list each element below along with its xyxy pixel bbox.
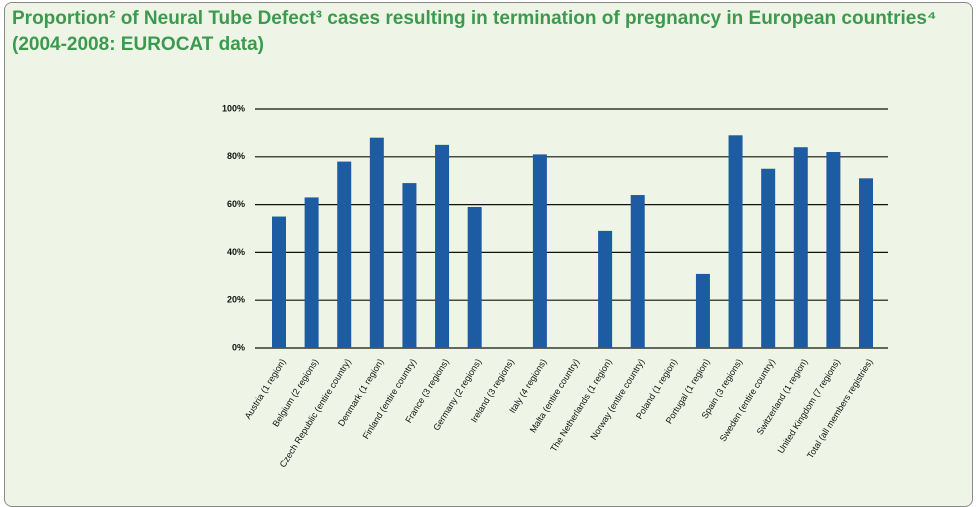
bar: [402, 183, 417, 348]
bar: [337, 161, 352, 348]
y-tick-label: 20%: [227, 295, 245, 305]
bar: [728, 135, 743, 348]
bar: [467, 206, 482, 348]
y-tick-label: 80%: [227, 151, 245, 161]
y-tick-label: 100%: [222, 103, 245, 113]
x-tick-label: Total (all members registries): [805, 357, 875, 460]
bar: [793, 147, 808, 348]
y-tick-label: 40%: [227, 247, 245, 257]
panel: [4, 2, 973, 507]
bar: [598, 230, 613, 348]
bar: [761, 168, 776, 348]
bar: [369, 137, 384, 348]
bar: [695, 273, 710, 348]
y-tick-label: 60%: [227, 199, 245, 209]
bar: [859, 178, 873, 348]
bar: [304, 197, 319, 348]
chart-title: Proportion² of Neural Tube Defect³ cases…: [12, 8, 937, 55]
bar: [826, 152, 841, 348]
bar: [272, 216, 286, 348]
bar: [532, 154, 547, 348]
bar: [630, 195, 645, 348]
x-tick-label: The Netherlands (1 region): [548, 357, 613, 454]
x-tick-label: United Kingdom (7 regions): [776, 357, 843, 455]
y-tick-label: 0%: [232, 342, 245, 352]
bar: [435, 144, 450, 348]
